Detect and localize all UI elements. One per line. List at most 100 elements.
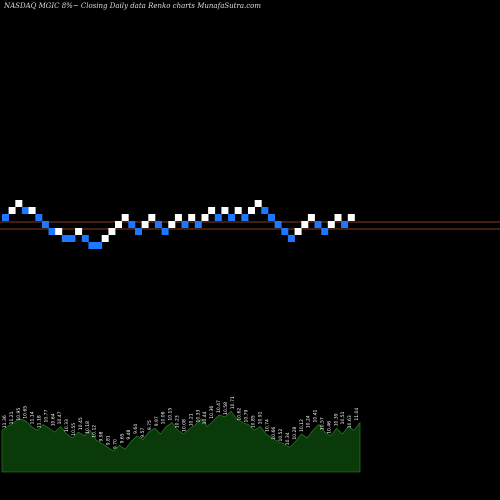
volume-value-label: 10.71	[230, 396, 236, 409]
renko-brick-up	[15, 200, 23, 207]
renko-brick-down	[35, 214, 43, 221]
renko-brick-up	[108, 228, 116, 235]
renko-brick-up	[327, 221, 335, 228]
volume-value-label: 10.74	[264, 419, 270, 432]
renko-brick-up	[101, 235, 109, 242]
renko-brick-up	[208, 207, 216, 214]
renko-brick-down	[287, 235, 295, 242]
volume-value-label: 11.04	[354, 408, 360, 421]
volume-value-label: 10.18	[85, 421, 91, 434]
volume-value-label: 10.63	[347, 415, 353, 428]
renko-brick-down	[48, 228, 56, 235]
volume-value-label: 10.91	[257, 411, 263, 424]
reference-lines	[0, 221, 500, 230]
renko-brick-up	[301, 221, 309, 228]
renko-brick-down	[274, 221, 282, 228]
volume-value-label: 10.95	[16, 408, 22, 421]
renko-brick-up	[148, 214, 156, 221]
volume-value-label: 10.23	[175, 415, 181, 428]
volume-value-label: 10.58	[223, 402, 229, 415]
renko-brick-up	[141, 221, 149, 228]
renko-brick-up	[307, 214, 315, 221]
volume-value-labels: 11.36 11.21 10.95 10.65 11.14 11.18 10.77 10.64…	[2, 396, 360, 449]
volume-value-label: 10.65	[23, 406, 29, 419]
renko-brick-up	[121, 214, 129, 221]
volume-value-label: 10.47	[216, 400, 222, 413]
renko-brick-down	[88, 242, 96, 249]
renko-brick-up	[8, 207, 16, 214]
volume-value-label: 10.66	[271, 427, 277, 440]
volume-value-label: 10.15	[168, 408, 174, 421]
volume-value-label: 9.98	[99, 431, 105, 441]
volume-value-label: 10.28	[292, 427, 298, 440]
volume-value-label: 10.39	[333, 413, 339, 426]
renko-brick-up	[115, 221, 122, 228]
volume-value-label: 10.47	[57, 411, 63, 424]
renko-brick-up	[168, 221, 176, 228]
renko-brick-up	[248, 207, 255, 214]
renko-brick-down	[41, 221, 49, 228]
renko-brick-down	[214, 214, 222, 221]
renko-brick-down	[268, 214, 275, 221]
renko-brick-up	[28, 207, 36, 214]
renko-brick-down	[321, 228, 329, 235]
renko-brick-up	[234, 207, 242, 214]
volume-value-label: 9.97	[154, 416, 160, 426]
renko-brick-down	[281, 228, 289, 235]
volume-area-path	[1, 410, 361, 473]
volume-value-label: 10.85	[251, 415, 257, 428]
volume-value-label: 11.21	[9, 411, 15, 424]
renko-brick-down	[2, 214, 9, 221]
volume-area	[1, 410, 361, 473]
volume-value-label: 9.75	[147, 420, 153, 430]
volume-value-label: 10.44	[202, 411, 208, 424]
volume-value-label: 10.52	[278, 428, 284, 441]
renko-bricks	[2, 200, 355, 249]
volume-value-label: 10.06	[161, 411, 167, 424]
volume-value-label: 10.33	[64, 419, 70, 432]
volume-value-label: 10.45	[78, 417, 84, 430]
renko-brick-up	[294, 228, 302, 235]
volume-value-label: 10.64	[50, 413, 56, 426]
renko-brick-down	[21, 207, 29, 214]
renko-brick-up	[334, 214, 342, 221]
renko-brick-down	[241, 214, 249, 221]
renko-brick-down	[154, 221, 162, 228]
renko-brick-down	[341, 221, 349, 228]
volume-value-label: 10.21	[188, 413, 194, 426]
renko-brick-down	[128, 221, 136, 228]
renko-brick-up	[347, 214, 355, 221]
volume-value-label: 10.41	[313, 409, 319, 422]
renko-brick-down	[61, 235, 69, 242]
renko-brick-down	[68, 235, 76, 242]
volume-value-label: 10.12	[92, 425, 98, 438]
volume-value-label: 10.08	[182, 419, 188, 432]
volume-value-label: 10.34	[285, 432, 291, 445]
renko-brick-up	[55, 228, 63, 235]
volume-value-label: 9.48	[126, 429, 132, 439]
renko-brick-down	[314, 221, 322, 228]
volume-value-label: 9.64	[133, 424, 139, 434]
volume-value-label: 9.70	[112, 439, 118, 449]
renko-brick-down	[81, 235, 89, 242]
renko-brick-down	[261, 207, 269, 214]
volume-value-label: 9.65	[119, 433, 125, 443]
renko-brick-down	[228, 214, 236, 221]
renko-brick-up	[254, 200, 262, 207]
volume-value-label: 10.24	[306, 415, 312, 428]
renko-brick-down	[135, 228, 142, 235]
volume-value-label: 10.55	[71, 423, 77, 436]
renko-brick-down	[161, 228, 169, 235]
volume-value-label: 10.46	[326, 421, 332, 434]
volume-value-label: 10.36	[209, 406, 215, 419]
volume-value-label: 10.57	[320, 417, 326, 430]
volume-value-label: 10.77	[43, 409, 49, 422]
volume-value-label: 10.62	[237, 408, 243, 421]
renko-brick-down	[95, 242, 103, 249]
volume-value-label: 11.18	[37, 415, 43, 428]
volume-value-label: 11.14	[30, 411, 36, 424]
volume-value-label: 10.12	[299, 419, 305, 432]
renko-brick-up	[188, 214, 196, 221]
